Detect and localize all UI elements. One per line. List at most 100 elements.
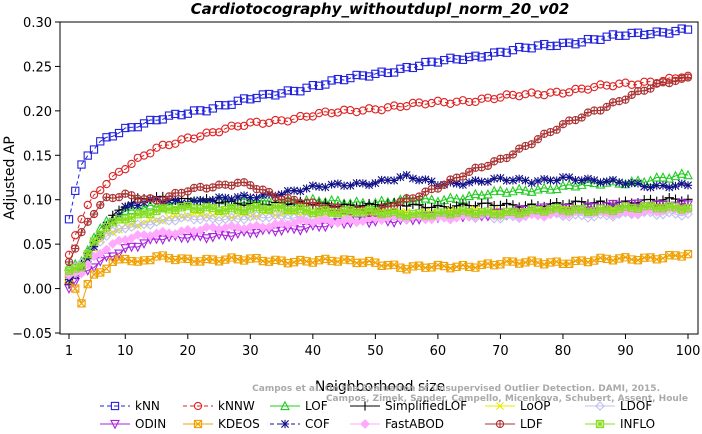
data-point	[114, 193, 124, 202]
data-point	[308, 112, 317, 121]
data-point	[683, 249, 693, 259]
data-point	[196, 205, 205, 214]
y-tick-label: 0.20	[23, 105, 52, 120]
data-point	[408, 209, 418, 219]
data-point	[526, 186, 537, 196]
data-point	[83, 279, 92, 289]
data-point	[126, 242, 137, 253]
data-point	[107, 252, 118, 262]
data-point	[564, 203, 575, 214]
data-point	[308, 208, 317, 217]
data-point	[196, 106, 205, 115]
data-point	[133, 210, 142, 219]
data-point	[415, 176, 424, 185]
data-point	[646, 84, 655, 93]
x-axis-label: Neighborhood size	[315, 379, 445, 395]
data-point	[83, 254, 92, 263]
data-point	[121, 215, 130, 224]
data-point	[177, 198, 186, 208]
data-point	[201, 234, 212, 244]
data-point	[202, 197, 211, 206]
data-point	[608, 206, 618, 216]
series-line-knn	[68, 28, 689, 220]
data-point	[121, 202, 130, 211]
data-point	[621, 179, 630, 189]
data-point	[471, 176, 480, 185]
data-point	[83, 217, 92, 226]
data-point	[396, 64, 405, 73]
legend-item-ldof: LDOF	[585, 399, 652, 413]
data-point	[183, 202, 192, 211]
data-point	[321, 107, 330, 116]
x-tick-label: 80	[555, 344, 572, 359]
data-point	[96, 186, 105, 195]
data-point	[71, 264, 80, 273]
legend-item-fastabod: FastABOD	[350, 417, 444, 431]
data-point	[183, 187, 192, 196]
data-point	[246, 193, 255, 202]
data-point	[214, 128, 224, 137]
data-point	[83, 151, 92, 160]
data-point	[577, 197, 587, 207]
data-point	[408, 63, 418, 73]
data-point	[477, 53, 486, 62]
data-point	[527, 178, 536, 188]
legend-label: kNN	[135, 399, 160, 413]
data-point	[102, 264, 111, 273]
data-point	[671, 181, 680, 191]
data-point	[565, 173, 574, 182]
legend-label: INFLO	[620, 417, 655, 431]
legend-item-odin: ODIN	[100, 417, 166, 431]
legend-item-ldf: LDF	[485, 417, 543, 431]
data-point	[452, 179, 461, 188]
data-point	[421, 100, 430, 109]
data-point	[502, 90, 511, 99]
data-point	[196, 132, 205, 141]
data-point	[358, 71, 368, 80]
data-point	[490, 174, 499, 183]
data-point	[277, 190, 286, 199]
data-point	[264, 187, 274, 197]
data-point	[576, 179, 587, 189]
data-point	[208, 128, 217, 137]
data-point	[214, 206, 224, 215]
data-point	[102, 223, 111, 232]
data-point	[189, 106, 199, 115]
legend-marker	[193, 419, 203, 429]
legend-marker	[193, 401, 203, 411]
data-point	[145, 220, 156, 230]
data-point	[427, 211, 436, 220]
data-point	[152, 206, 161, 216]
data-point	[414, 200, 424, 210]
data-point	[296, 187, 305, 196]
data-point	[158, 140, 167, 149]
data-point	[676, 168, 687, 178]
data-point	[602, 102, 611, 112]
data-point	[246, 118, 255, 127]
data-point	[427, 177, 436, 186]
data-point	[171, 139, 180, 148]
legend-item-lof: LOF	[270, 399, 328, 413]
data-point	[164, 215, 174, 226]
legend-label: COF	[305, 417, 330, 431]
data-point	[458, 180, 468, 189]
data-point	[421, 175, 430, 184]
data-point	[627, 179, 636, 188]
x-tick-label: 40	[305, 344, 322, 359]
data-point	[339, 105, 349, 114]
data-point	[108, 218, 117, 227]
data-point	[89, 263, 99, 273]
data-point	[445, 192, 456, 202]
data-point	[264, 222, 274, 232]
data-point	[377, 209, 386, 219]
y-tick-label: −0.05	[12, 327, 52, 342]
data-point	[621, 31, 630, 40]
data-point	[402, 201, 412, 211]
data-point	[521, 43, 530, 52]
legend: kNN kNNW LOF SimplifiedLOF LoOP LDOF ODIN KDEOS…	[100, 399, 655, 431]
data-point	[615, 204, 624, 213]
data-point	[327, 76, 336, 85]
data-point	[77, 160, 86, 169]
data-point	[408, 174, 417, 183]
legend-item-knn: kNN	[100, 399, 160, 413]
